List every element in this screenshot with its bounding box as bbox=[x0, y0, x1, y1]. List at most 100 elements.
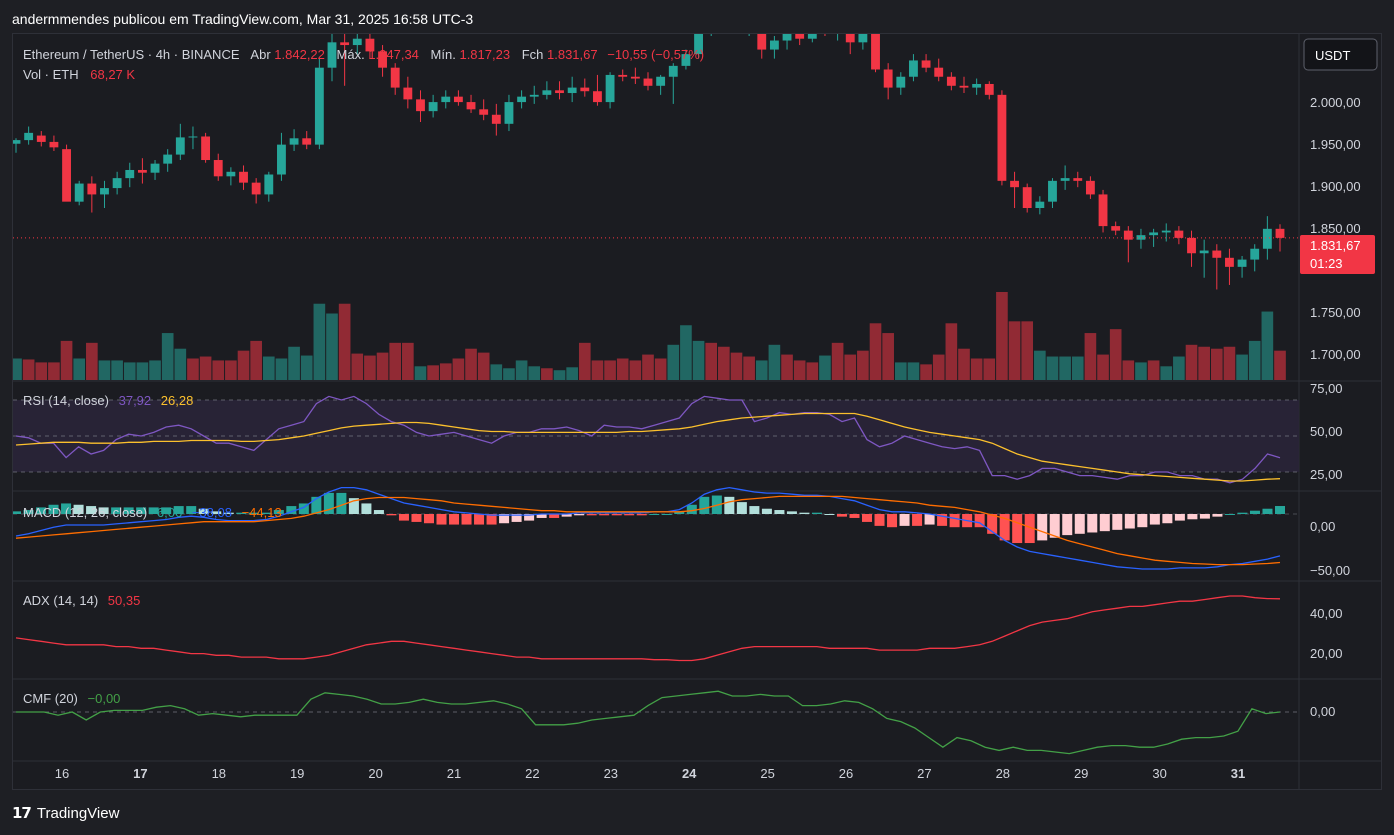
volume-bar bbox=[642, 354, 654, 380]
time-axis: 16 17 18 19 20 21 22 23 24 25 26 27 28 29 30 31 bbox=[55, 766, 1245, 781]
candle-body bbox=[934, 67, 944, 77]
macd-histogram-bar bbox=[136, 507, 147, 514]
volume-bar bbox=[920, 364, 932, 380]
volume-bar bbox=[490, 364, 503, 380]
volume-bar bbox=[578, 342, 591, 380]
candle-body bbox=[1262, 228, 1272, 249]
volume-bar bbox=[389, 342, 402, 380]
volume-bar bbox=[541, 368, 553, 380]
cmf-axis-label: 0,00 bbox=[1310, 704, 1335, 719]
rsi-legend[interactable]: RSI (14, close) 37,92 26,28 bbox=[23, 393, 193, 408]
price-axis-label: 1.900,00 bbox=[1310, 179, 1361, 194]
volume-bar bbox=[844, 354, 857, 380]
volume-bar bbox=[958, 348, 970, 380]
volume-bar bbox=[970, 358, 983, 380]
candle-body bbox=[62, 149, 71, 202]
macd-legend[interactable]: MACD (12, 26, close) 6,06 −38,08 −44,13 bbox=[23, 505, 282, 520]
price-axis-label: 1.700,00 bbox=[1310, 347, 1361, 362]
volume-bar bbox=[718, 346, 730, 380]
adx-axis-label: 20,00 bbox=[1310, 646, 1343, 661]
macd-histogram-bar bbox=[98, 507, 109, 514]
volume-bar bbox=[781, 354, 793, 380]
candle-body bbox=[1035, 201, 1045, 208]
currency-button[interactable]: USDT bbox=[1303, 38, 1378, 71]
currency-button-label[interactable]: USDT bbox=[1315, 48, 1350, 63]
candle-body bbox=[1111, 226, 1121, 231]
macd-histogram-bar bbox=[749, 506, 760, 514]
candle-body bbox=[340, 42, 350, 46]
macd-histogram-bar bbox=[761, 508, 772, 514]
volume-bar bbox=[212, 360, 225, 380]
volume-bar bbox=[1173, 356, 1185, 380]
candle-body bbox=[757, 34, 767, 50]
macd-histogram-bar bbox=[286, 506, 297, 514]
volume-bar bbox=[13, 358, 22, 380]
volume-legend[interactable]: Vol · ETH 68,27 K bbox=[23, 67, 135, 82]
macd-axis-label: 0,00 bbox=[1310, 519, 1335, 534]
volume-bar bbox=[932, 354, 945, 380]
volume-bar bbox=[667, 344, 680, 380]
volume-bar bbox=[1261, 311, 1274, 380]
macd-histogram-bar bbox=[1012, 514, 1023, 544]
candle-body bbox=[175, 137, 185, 155]
volume-bar bbox=[654, 358, 667, 380]
macd-histogram-bar bbox=[1262, 508, 1273, 514]
rsi-axis-label: 50,00 bbox=[1310, 424, 1343, 439]
macd-histogram-bar bbox=[311, 496, 322, 514]
macd-histogram-bar bbox=[298, 503, 309, 514]
candle-body bbox=[327, 42, 337, 68]
volume-bar bbox=[857, 350, 869, 380]
volume-bar bbox=[1109, 329, 1122, 380]
macd-histogram-bar bbox=[1149, 514, 1160, 525]
candle-body bbox=[453, 96, 463, 103]
cmf-pane bbox=[13, 690, 1299, 755]
cmf-legend[interactable]: CMF (20) −0,00 bbox=[23, 691, 120, 706]
macd-histogram-bar bbox=[123, 507, 134, 514]
candle-body bbox=[630, 76, 640, 79]
candle-body bbox=[1048, 180, 1057, 202]
macd-histogram-bar bbox=[36, 507, 47, 514]
volume-bar bbox=[465, 348, 477, 380]
volume-bar bbox=[326, 313, 338, 380]
candle-body bbox=[871, 34, 880, 70]
macd-histogram-bar bbox=[1162, 514, 1173, 524]
candle-body bbox=[909, 60, 918, 77]
volume-bar bbox=[1236, 354, 1248, 380]
candle-body bbox=[517, 96, 527, 103]
candle-body bbox=[681, 54, 691, 66]
volume-bar bbox=[22, 359, 35, 380]
candle-body bbox=[732, 21, 741, 27]
macd-histogram-bar bbox=[1249, 510, 1260, 514]
grid-lines bbox=[13, 399, 1299, 473]
volume-bar bbox=[136, 362, 149, 380]
candle-body bbox=[1136, 235, 1146, 240]
macd-histogram-bar bbox=[1099, 514, 1110, 532]
volume-bar bbox=[793, 360, 806, 380]
volume-bar bbox=[288, 346, 300, 380]
time-axis-label: 23 bbox=[604, 766, 618, 781]
adx-legend[interactable]: ADX (14, 14) 50,35 bbox=[23, 593, 140, 608]
candle-body bbox=[795, 34, 805, 39]
volume-bar bbox=[376, 352, 389, 380]
volume-bar bbox=[338, 303, 351, 380]
symbol-legend[interactable]: Ethereum / TetherUS · 4h · BINANCE Abr 1… bbox=[23, 47, 704, 62]
candle-body bbox=[137, 169, 147, 173]
macd-histogram-bar bbox=[1074, 514, 1085, 534]
time-axis-label: 17 bbox=[133, 766, 147, 781]
candle-body bbox=[416, 99, 425, 112]
candle-body bbox=[542, 90, 552, 95]
candle-body bbox=[656, 76, 666, 86]
volume-bar bbox=[35, 362, 48, 380]
volume-bar bbox=[528, 366, 541, 380]
macd-pane bbox=[13, 486, 1299, 570]
macd-histogram-bar bbox=[1112, 514, 1123, 530]
trading-chart[interactable]: Ethereum / TetherUS · 4h · BINANCE Abr 1… bbox=[0, 0, 1394, 800]
candle-body bbox=[1174, 230, 1184, 238]
volume-bar bbox=[894, 362, 907, 380]
macd-histogram-bar bbox=[248, 512, 259, 514]
tradingview-brand[interactable]: 𝟭𝟳 TradingView bbox=[12, 804, 119, 823]
time-axis-label: 27 bbox=[917, 766, 931, 781]
macd-histogram-bar bbox=[1212, 514, 1223, 517]
volume-bar bbox=[250, 340, 262, 380]
rsi-ma-line bbox=[15, 412, 1281, 482]
